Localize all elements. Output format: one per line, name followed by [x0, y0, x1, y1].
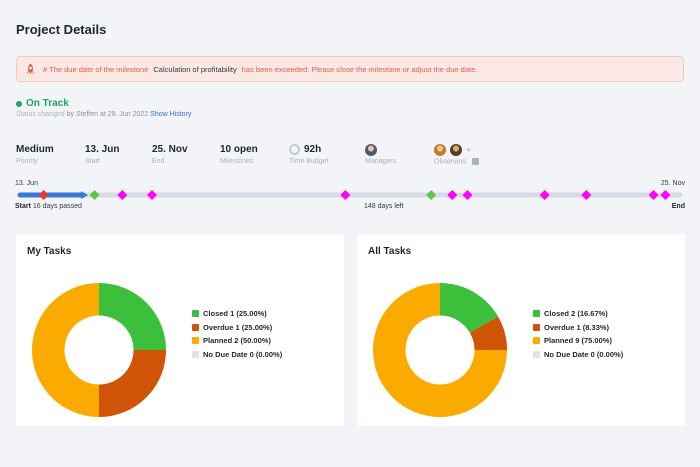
info-priority: Medium Priority [16, 143, 54, 165]
alert-prefix: # The due date of the milestone [43, 64, 149, 74]
legend-swatch [192, 337, 199, 345]
donut-slice-overdue[interactable] [469, 316, 508, 350]
info-label: Start [85, 158, 100, 165]
legend-item[interactable]: Closed 2 (16.67%) [533, 307, 623, 321]
donut-slice-closed[interactable] [99, 282, 167, 350]
status-label: On Track [26, 98, 69, 109]
all-tasks-legend: Closed 2 (16.67%) Overdue 1 (8.33%) Plan… [533, 307, 623, 361]
legend-label: No Due Date 0 (0.00%) [203, 349, 283, 359]
donut-slice-planned[interactable] [372, 282, 508, 418]
info-value: 92h [304, 144, 322, 155]
my-tasks-card: My Tasks Closed 1 (25.00%) Overdue 1 (25… [16, 234, 344, 426]
legend-label: Overdue 1 (8.33%) [544, 322, 610, 332]
info-time-budget: 92h Time Budget [289, 143, 328, 165]
legend-label: No Due Date 0 (0.00%) [544, 349, 624, 359]
legend-label: Planned 9 (75.00%) [544, 336, 612, 346]
info-icon[interactable] [472, 158, 480, 165]
project-status: On Track [16, 98, 69, 109]
timeline-end-date: 25. Nov [660, 180, 685, 187]
legend-swatch [192, 323, 199, 331]
legend-label: Closed 2 (16.67%) [544, 309, 608, 319]
donut-slice-overdue[interactable] [99, 350, 167, 418]
milestone-timeline [17, 190, 683, 200]
legend-item[interactable]: Planned 2 (50.00%) [192, 334, 282, 348]
info-milestones[interactable]: 10 open Milestones [220, 143, 258, 165]
milestone-marker-open[interactable] [117, 190, 128, 200]
milestone-marker-open[interactable] [462, 190, 473, 200]
observer-avatar[interactable] [434, 143, 446, 156]
info-label: Time Budget [289, 158, 329, 165]
show-history-link[interactable]: Show History [150, 111, 192, 118]
milestone-marker-overdue[interactable] [38, 190, 49, 200]
info-value: 25. Nov [152, 144, 188, 155]
status-changed-label: Status changed [16, 111, 65, 118]
timeline-end-info: End [672, 203, 685, 210]
add-observer-button[interactable]: + [466, 144, 472, 155]
time-budget-ring-icon [289, 144, 300, 155]
milestone-marker-open[interactable] [648, 190, 659, 200]
info-label: End [152, 158, 165, 165]
milestone-marker-open[interactable] [447, 190, 458, 200]
info-managers: Managers [365, 143, 396, 165]
alert-milestone-name: Calculation of profitability [153, 64, 237, 74]
milestone-marker-done[interactable] [89, 190, 100, 200]
info-label: Observers [434, 158, 467, 166]
milestone-marker-open[interactable] [660, 190, 671, 200]
legend-swatch [192, 310, 199, 318]
legend-item[interactable]: Planned 9 (75.00%) [533, 334, 623, 348]
legend-label: Overdue 1 (25.00%) [203, 322, 273, 332]
all-tasks-donut [372, 282, 508, 418]
page-title: Project Details [16, 22, 107, 37]
timeline-end-label: End [671, 203, 685, 210]
timeline-progress-arrow [81, 191, 88, 199]
timeline-start-date: 13. Jun [15, 180, 38, 187]
my-tasks-legend: Closed 1 (25.00%) Overdue 1 (25.00%) Pla… [192, 307, 282, 361]
info-label: Managers [365, 158, 397, 165]
info-observers: + Observers [434, 143, 480, 166]
legend-swatch [533, 323, 540, 331]
info-label: Priority [16, 158, 38, 165]
milestone-marker-open[interactable] [539, 190, 550, 200]
days-passed: 16 days passed [32, 203, 82, 210]
days-left: 148 days left [364, 203, 404, 210]
status-meta: Status changed by Steffen at 29. Jun 202… [16, 111, 191, 118]
legend-swatch [533, 337, 540, 345]
info-label: Milestones [220, 158, 254, 165]
milestone-marker-open[interactable] [147, 190, 157, 200]
alert-suffix: has been exceeded. Please close the mile… [241, 64, 478, 74]
donut-slice-closed[interactable] [440, 282, 499, 333]
rocket-icon [26, 63, 35, 75]
status-changed-by: by Steffen at 29. Jun 2022 [66, 111, 149, 118]
info-value: 13. Jun [85, 144, 120, 155]
all-tasks-card: All Tasks Closed 2 (16.67%) Overdue 1 (8… [357, 234, 685, 426]
milestone-marker-open[interactable] [340, 190, 351, 200]
manager-avatar[interactable] [365, 143, 377, 156]
legend-swatch [533, 310, 540, 318]
milestone-marker-open[interactable] [581, 190, 592, 200]
timeline-start-info: Start 16 days passed [15, 203, 82, 210]
legend-label: Closed 1 (25.00%) [203, 309, 267, 319]
legend-swatch [192, 350, 199, 358]
legend-item[interactable]: No Due Date 0 (0.00%) [192, 348, 282, 362]
donut-slice-planned[interactable] [31, 282, 99, 418]
info-value: 10 open [220, 144, 258, 155]
milestone-marker-done[interactable] [426, 190, 437, 200]
legend-label: Planned 2 (50.00%) [203, 336, 271, 346]
legend-swatch [533, 350, 540, 358]
status-dot-icon [16, 100, 22, 107]
card-title: All Tasks [368, 246, 412, 257]
info-value: Medium [16, 144, 54, 155]
info-end: 25. Nov End [152, 143, 188, 165]
milestone-alert: # The due date of the milestone Calculat… [16, 56, 684, 82]
legend-item[interactable]: Overdue 1 (25.00%) [192, 321, 282, 335]
observer-avatar[interactable] [450, 143, 462, 156]
info-start: 13. Jun Start [85, 143, 119, 165]
legend-item[interactable]: Closed 1 (25.00%) [192, 307, 282, 321]
my-tasks-donut [31, 282, 167, 418]
card-title: My Tasks [27, 246, 72, 257]
legend-item[interactable]: Overdue 1 (8.33%) [533, 321, 623, 335]
legend-item[interactable]: No Due Date 0 (0.00%) [533, 348, 623, 362]
timeline-start-label: Start [15, 203, 31, 210]
